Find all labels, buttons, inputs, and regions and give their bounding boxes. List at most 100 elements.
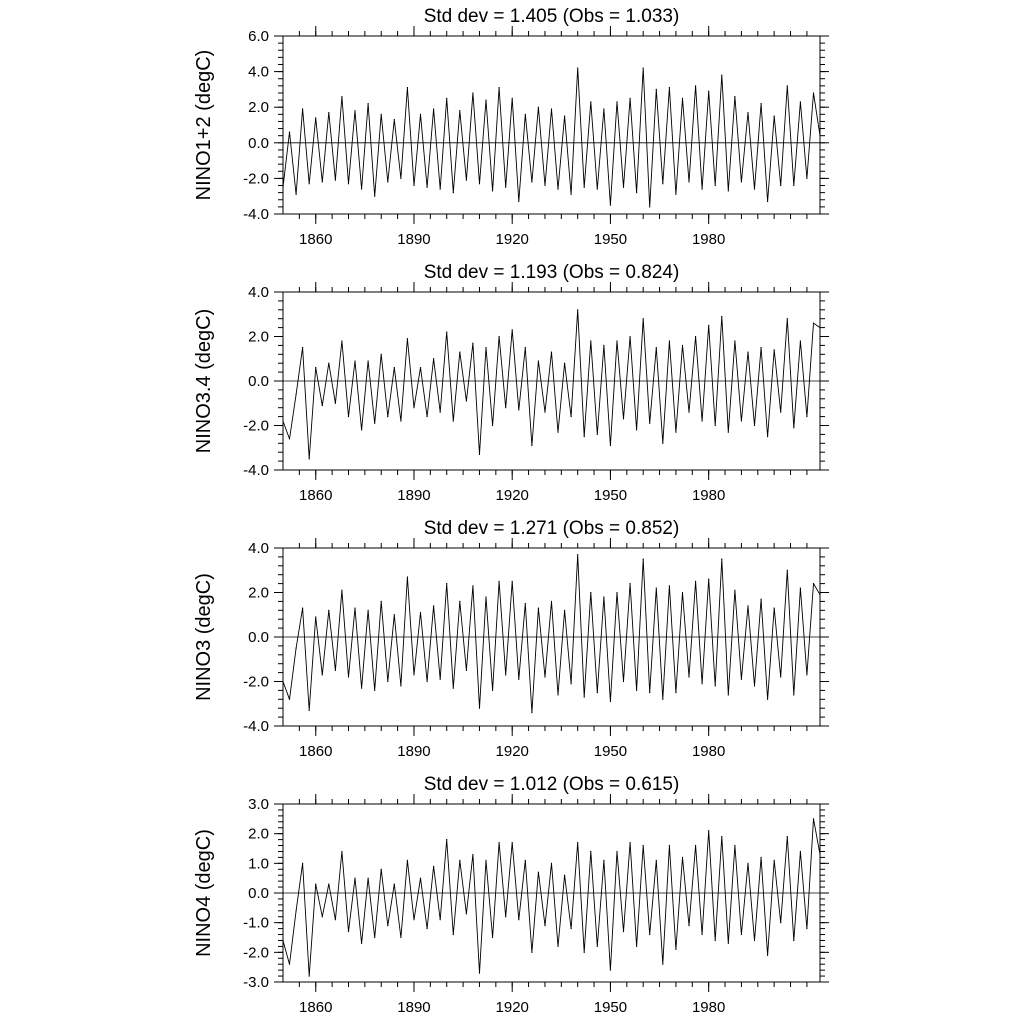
data-point bbox=[793, 694, 795, 696]
data-point bbox=[812, 322, 815, 324]
data-point bbox=[708, 578, 710, 580]
data-point bbox=[341, 95, 343, 98]
data-point bbox=[799, 101, 801, 103]
data-point bbox=[302, 108, 304, 110]
data-point bbox=[721, 558, 723, 560]
y-tick-label: 2.0 bbox=[248, 99, 269, 116]
x-tick-label: 1860 bbox=[299, 999, 332, 1016]
data-point bbox=[406, 859, 409, 861]
chart-panel-4: Std dev = 1.012 (Obs = 0.615) NINO4 (degC… bbox=[193, 774, 829, 1016]
data-point bbox=[341, 850, 343, 853]
data-point bbox=[629, 583, 631, 585]
data-point bbox=[786, 85, 788, 87]
data-point bbox=[347, 416, 350, 418]
x-tick-label: 1860 bbox=[299, 231, 332, 248]
data-point bbox=[433, 108, 435, 110]
data-point bbox=[295, 647, 297, 649]
data-point bbox=[596, 188, 598, 190]
data-point bbox=[694, 335, 697, 338]
data-point bbox=[812, 92, 815, 94]
data-point bbox=[662, 698, 664, 700]
data-point bbox=[511, 329, 513, 331]
data-point bbox=[701, 420, 703, 422]
data-point bbox=[557, 431, 559, 433]
data-point bbox=[688, 925, 690, 927]
y-tick-label: 2.0 bbox=[248, 585, 269, 602]
data-point bbox=[675, 948, 677, 950]
data-point bbox=[374, 195, 376, 197]
y-tick-label: 6.0 bbox=[248, 28, 269, 45]
data-point bbox=[577, 67, 579, 69]
data-point bbox=[636, 689, 638, 692]
data-point bbox=[341, 340, 343, 342]
data-point bbox=[524, 347, 526, 349]
x-tick-label: 1950 bbox=[594, 487, 627, 504]
data-point bbox=[459, 859, 461, 861]
chart-title: Std dev = 1.193 (Obs = 0.824) bbox=[424, 262, 680, 283]
data-point bbox=[721, 315, 723, 318]
data-point bbox=[328, 883, 330, 885]
data-point bbox=[662, 183, 664, 185]
data-point bbox=[557, 945, 559, 948]
data-point bbox=[688, 411, 690, 413]
x-tick-label: 1890 bbox=[397, 487, 430, 504]
data-point bbox=[347, 676, 350, 678]
data-point bbox=[380, 113, 382, 115]
x-tick-label: 1950 bbox=[594, 743, 627, 760]
data-point bbox=[793, 939, 795, 942]
data-point bbox=[590, 340, 592, 342]
data-point bbox=[478, 972, 481, 974]
data-point bbox=[531, 181, 533, 183]
data-point bbox=[773, 115, 775, 117]
data-point bbox=[505, 186, 507, 188]
data-point bbox=[491, 936, 494, 939]
data-point bbox=[799, 850, 801, 853]
data-point bbox=[367, 609, 369, 611]
y-tick-label: 0.0 bbox=[248, 629, 269, 646]
data-point bbox=[406, 338, 409, 340]
data-point bbox=[727, 942, 729, 945]
data-point bbox=[655, 347, 657, 349]
y-axis-label: NINO3 (degC) bbox=[193, 573, 215, 701]
data-point bbox=[426, 680, 428, 683]
data-point bbox=[773, 859, 775, 861]
data-point bbox=[642, 844, 644, 847]
data-point bbox=[577, 841, 579, 844]
data-point bbox=[753, 939, 756, 942]
data-point bbox=[740, 181, 743, 183]
y-tick-label: -2.0 bbox=[243, 674, 269, 691]
data-point bbox=[596, 433, 598, 435]
data-point bbox=[413, 184, 415, 187]
data-point bbox=[550, 600, 553, 603]
data-point bbox=[799, 340, 801, 342]
data-point bbox=[393, 367, 395, 369]
data-point bbox=[505, 916, 507, 918]
data-point bbox=[354, 607, 356, 609]
data-point bbox=[505, 674, 507, 676]
x-tick-label: 1920 bbox=[496, 999, 529, 1016]
data-point bbox=[603, 859, 605, 861]
data-point bbox=[740, 678, 743, 680]
data-point bbox=[374, 936, 376, 939]
data-point bbox=[465, 400, 467, 402]
data-point bbox=[681, 591, 684, 594]
data-point bbox=[668, 340, 670, 342]
data-point bbox=[557, 694, 559, 696]
data-point bbox=[302, 607, 304, 609]
data-point bbox=[616, 850, 618, 853]
data-point bbox=[786, 318, 788, 320]
data-point bbox=[531, 951, 533, 953]
data-point bbox=[694, 580, 697, 582]
data-point bbox=[544, 411, 546, 413]
plot-frame bbox=[282, 547, 821, 727]
data-point bbox=[734, 340, 736, 342]
data-point bbox=[812, 583, 815, 585]
data-point bbox=[334, 179, 336, 181]
x-tick-label: 1920 bbox=[496, 487, 529, 504]
data-point bbox=[341, 589, 343, 591]
data-point bbox=[642, 318, 644, 320]
data-point bbox=[459, 351, 461, 353]
y-tick-label: 2.0 bbox=[248, 329, 269, 346]
data-point bbox=[714, 939, 716, 942]
data-point bbox=[354, 877, 356, 879]
